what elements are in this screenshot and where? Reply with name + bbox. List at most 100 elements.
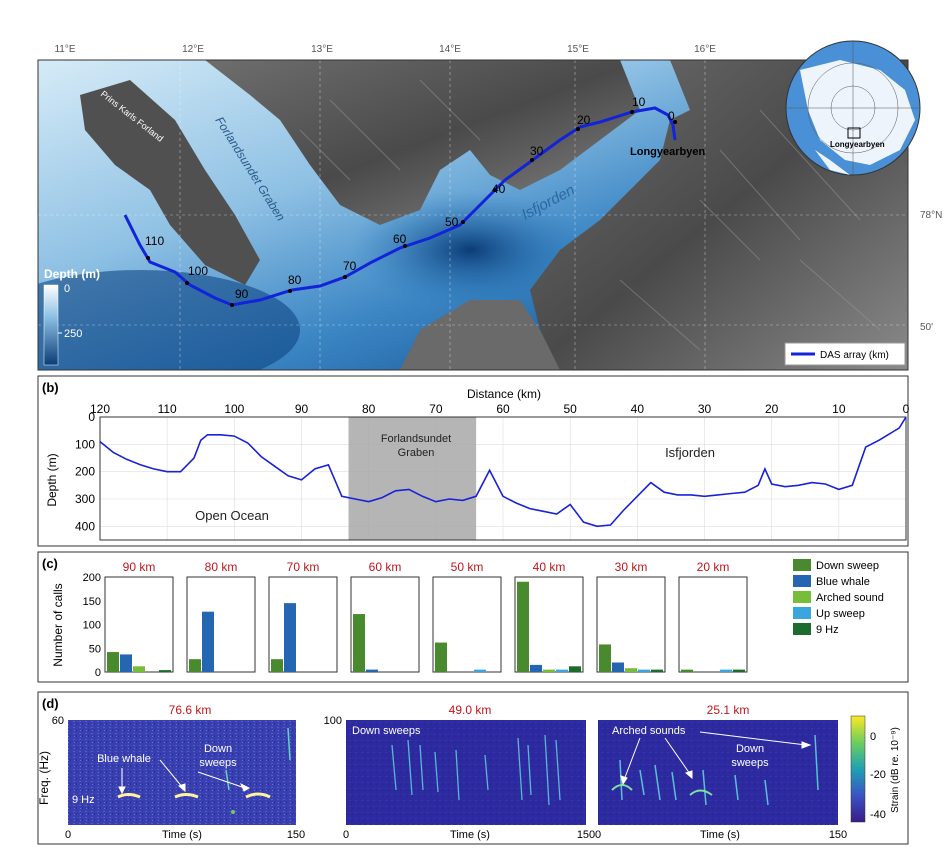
- globe-study-box: [847, 127, 861, 139]
- annotation-blue-whale: Blue whale: [97, 753, 151, 765]
- bar: [733, 669, 745, 672]
- bar: [271, 659, 283, 672]
- spectrogram-1-dot: [231, 810, 235, 814]
- isfjorden-label: Isfjorden: [665, 445, 715, 460]
- bar: [284, 603, 296, 672]
- bar: [638, 669, 650, 672]
- globe-label-longyearbyen: Longyearbyen: [830, 140, 885, 149]
- strain-colorbar-tick: -20: [870, 769, 886, 781]
- bar: [189, 659, 201, 672]
- bar: [474, 669, 486, 672]
- map-legend: [784, 342, 906, 366]
- legend-label: Blue whale: [816, 576, 870, 588]
- depth-colorbar-tick: 250: [64, 328, 82, 340]
- bar-subplot: 90 km: [104, 560, 174, 673]
- bar: [517, 581, 529, 672]
- bar: [353, 614, 365, 672]
- bar-subplot: 50 km: [432, 560, 502, 673]
- km-label: 70: [343, 259, 357, 273]
- panel-d-ylabel: Freq. (Hz): [37, 751, 51, 805]
- spectrogram-title: 76.6 km: [169, 703, 212, 717]
- place-label-longyearbyen: Longyearbyen: [630, 146, 705, 158]
- bar-subplot: 80 km: [186, 560, 256, 673]
- bar: [530, 664, 542, 672]
- spectrogram-xlabel: Time (s): [162, 829, 202, 841]
- open-ocean-label: Open Ocean: [195, 508, 269, 523]
- x-tick-label: 10: [832, 402, 846, 416]
- spectrogram-2: [346, 720, 586, 825]
- annotation-down-sweeps: Down sweeps: [352, 725, 421, 737]
- bar: [133, 666, 145, 672]
- km-label: 30: [530, 144, 544, 158]
- globe-graticule: [786, 41, 920, 175]
- strain-colorbar-tick: 0: [870, 731, 876, 743]
- das-km-dots: [146, 110, 677, 307]
- spectrogram-1-sweeps: [225, 727, 291, 791]
- y-tick-label: 150: [83, 596, 101, 608]
- depth-colorbar-tick: 0: [64, 283, 70, 295]
- deep-basin: [350, 190, 590, 310]
- lon-label: 16°E: [694, 44, 716, 55]
- bar: [599, 644, 611, 672]
- bar-subplot: 30 km: [596, 560, 666, 673]
- bar: [366, 669, 378, 672]
- km-label: 60: [393, 232, 407, 246]
- km-label: 10: [632, 95, 646, 109]
- bar: [435, 642, 447, 672]
- x-tick-label: 0: [903, 402, 910, 416]
- lon-label: 14°E: [439, 44, 461, 55]
- panel-b-axes: [99, 416, 907, 541]
- panel-b: (b) Distance (km) 120 110 100 90 80 70 60 50 40 3…: [37, 375, 910, 547]
- bar-subplot: 40 km: [514, 560, 584, 673]
- legend-label: Down sweep: [816, 560, 879, 572]
- panel-b-top-axis-label: Distance (km): [467, 387, 541, 401]
- km-label: 90: [235, 287, 249, 301]
- annotation-arrows-3: [620, 731, 812, 786]
- bar: [159, 670, 171, 672]
- panel-b-plot: [99, 416, 907, 541]
- spectrogram-1: [68, 720, 296, 825]
- lon-label: 12°E: [182, 44, 204, 55]
- bar: [612, 662, 624, 672]
- bar: [651, 669, 663, 672]
- km-label: 100: [188, 264, 208, 278]
- annotation-down-sweeps: sweeps: [731, 757, 769, 769]
- y-tick-label: 300: [75, 492, 95, 506]
- map-graticule: [38, 60, 908, 370]
- subplot-title: 50 km: [451, 560, 484, 574]
- annotation-down-sweeps: Down: [204, 743, 232, 755]
- legend-swatch: [793, 623, 811, 635]
- prins-karls-forland-land: [80, 80, 260, 285]
- panel-d-frame: [37, 691, 909, 845]
- globe-land: [800, 60, 915, 165]
- y-tick-label: 50: [89, 643, 101, 655]
- panel-c-plots: 90 km 80 km 70 km 60 km 50 km 40 km 30 km 20 km: [104, 560, 748, 673]
- x-tick-label: 120: [90, 402, 110, 416]
- bar: [202, 611, 214, 672]
- strain-colorbar: [850, 715, 866, 823]
- spectrogram-3-sweeps: [619, 734, 819, 806]
- x-tick-label: 80: [362, 402, 376, 416]
- spectrogram-2-sweeps: [391, 734, 561, 806]
- x-tick-label: 90: [295, 402, 309, 416]
- x-tick-label: 60: [496, 402, 510, 416]
- subplot-title: 70 km: [287, 560, 320, 574]
- spectrogram-title: 25.1 km: [707, 703, 750, 717]
- subplot-title: 60 km: [369, 560, 402, 574]
- subplot-frame: [678, 576, 748, 673]
- x-tick-label: 100: [224, 402, 244, 416]
- panel-c-label: (c): [42, 556, 58, 571]
- annotation-arched-sounds: Arched sounds: [612, 725, 686, 737]
- y-tick-label: 0: [95, 667, 101, 679]
- bar: [556, 669, 568, 672]
- subplot-title: 80 km: [205, 560, 238, 574]
- map-frame: [37, 59, 909, 371]
- graben-label-line1: Forlandsundet: [381, 433, 451, 445]
- bar: [107, 652, 119, 672]
- annotation-down-sweeps: Down: [736, 743, 764, 755]
- depth-colorbar-title: Depth (m): [44, 267, 100, 281]
- panel-b-frame: [37, 375, 909, 547]
- lat-label: 50': [920, 322, 933, 333]
- panel-c-frame: [37, 551, 909, 683]
- depth-profile-line: [99, 416, 907, 528]
